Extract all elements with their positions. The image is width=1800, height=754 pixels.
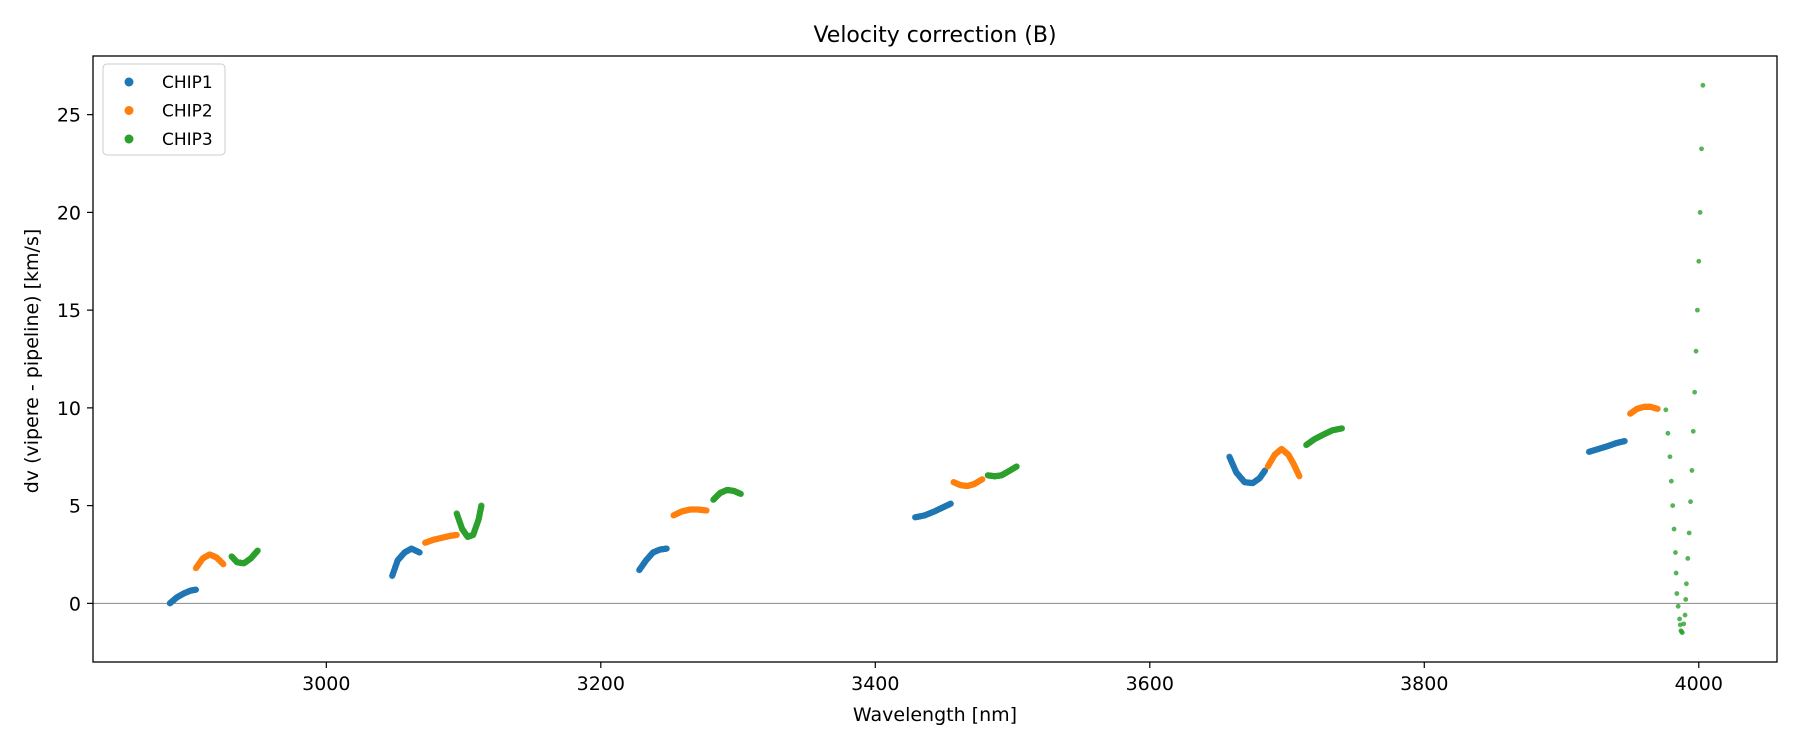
- data-point: [192, 586, 200, 593]
- data-point: [1686, 530, 1692, 536]
- y-tick-label: 25: [57, 105, 81, 127]
- data-point: [1338, 425, 1346, 432]
- data-point: [1690, 428, 1696, 434]
- x-tick-label: 3200: [577, 673, 625, 695]
- data-point: [1689, 468, 1695, 473]
- data-point: [1671, 526, 1677, 532]
- data-point: [1296, 473, 1303, 480]
- y-tick-label: 20: [57, 202, 81, 224]
- data-point: [1685, 555, 1691, 561]
- data-point: [1674, 591, 1680, 596]
- data-point: [1695, 307, 1700, 313]
- data-point: [416, 549, 423, 556]
- data-point: [737, 490, 744, 497]
- x-tick-label: 3600: [1126, 673, 1174, 695]
- data-point: [1667, 454, 1673, 460]
- legend-marker-chip2: [124, 106, 134, 115]
- series-chip3: [228, 82, 1706, 636]
- legend-marker-chip3: [124, 134, 134, 144]
- data-point: [1693, 348, 1699, 354]
- data-point: [1692, 389, 1698, 395]
- data-point: [1673, 550, 1678, 555]
- data-point: [254, 547, 261, 554]
- data-point: [703, 507, 710, 514]
- series-chip1: [166, 438, 1628, 607]
- data-point: [1670, 503, 1676, 509]
- data-point: [1677, 616, 1682, 622]
- x-tick-label: 3400: [851, 673, 899, 695]
- x-tick-label: 3000: [302, 673, 350, 695]
- data-point: [220, 561, 227, 568]
- data-point: [1621, 438, 1628, 445]
- data-point: [1699, 146, 1704, 152]
- data-point: [1696, 258, 1702, 264]
- legend-label-chip1: CHIP1: [162, 73, 213, 93]
- data-point: [1654, 405, 1661, 412]
- y-tick-label: 10: [57, 398, 81, 420]
- legend-label-chip3: CHIP3: [162, 130, 213, 150]
- y-tick-label: 5: [69, 496, 81, 518]
- plot-frame: [92, 55, 1778, 663]
- data-point: [1668, 478, 1674, 484]
- legend-marker-chip1: [124, 77, 134, 87]
- data-point: [979, 476, 986, 483]
- data-point: [947, 500, 954, 507]
- data-point: [478, 502, 485, 509]
- data-point: [1683, 597, 1689, 602]
- y-tick-label: 0: [69, 593, 81, 615]
- y-tick-label: 15: [57, 300, 81, 322]
- data-point: [1663, 407, 1669, 413]
- data-point: [1682, 612, 1688, 618]
- data-point: [1688, 499, 1693, 505]
- data-point: [1684, 581, 1689, 587]
- data-point: [453, 531, 460, 539]
- x-tick-label: 3800: [1400, 673, 1448, 695]
- data-point: [1665, 430, 1671, 436]
- chart-title: Velocity correction (B): [813, 23, 1056, 48]
- legend-box: [102, 63, 226, 156]
- y-axis-label: dv (vipere - pipeline) [km/s]: [21, 229, 43, 494]
- data-point: [1013, 463, 1020, 470]
- x-axis-label: Wavelength [nm]: [853, 704, 1017, 726]
- x-tick-label: 4000: [1675, 673, 1723, 695]
- legend-label-chip2: CHIP2: [162, 102, 213, 122]
- data-point: [1675, 603, 1681, 609]
- data-point: [1679, 630, 1685, 636]
- data-point: [1681, 621, 1687, 627]
- data-point: [1700, 82, 1706, 88]
- data-point: [663, 545, 670, 552]
- data-point: [1673, 570, 1679, 576]
- series-chip2: [192, 403, 1661, 572]
- legend: CHIP1 CHIP2 CHIP3: [102, 63, 226, 156]
- data-point: [1697, 209, 1703, 215]
- plot-area: 3000 3200 3400 3600 3800 4000 0 5 10 15 20 25: [57, 55, 1778, 695]
